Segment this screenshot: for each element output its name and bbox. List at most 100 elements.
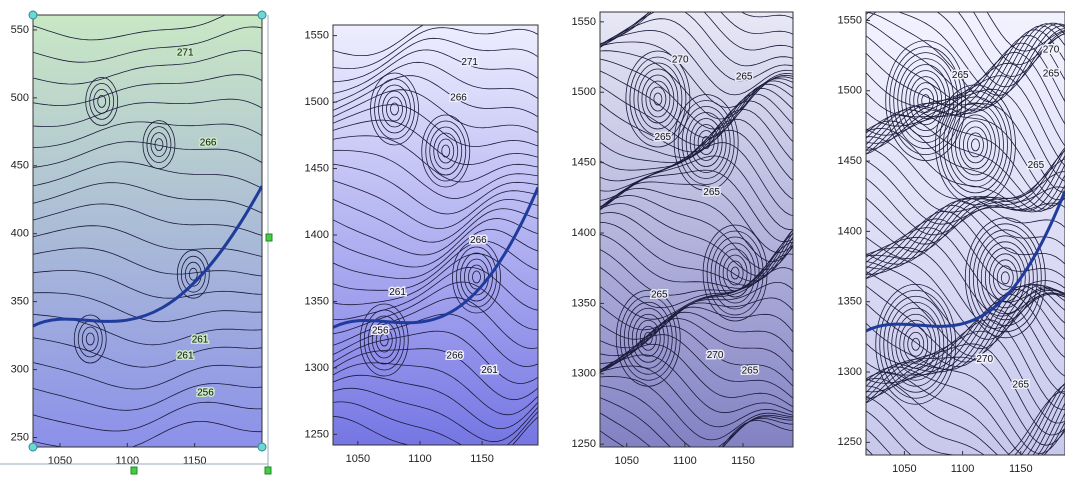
y-tick-label: 1350	[572, 297, 596, 309]
contour-line	[866, 171, 1065, 260]
y-tick-label: 1450	[572, 157, 596, 169]
contour-line	[33, 98, 262, 128]
y-tick-label: 1250	[572, 438, 596, 450]
contour-line	[866, 146, 1065, 213]
contour-ring	[967, 132, 984, 158]
contour-label: 256	[197, 387, 214, 398]
x-tick-label: 1100	[408, 453, 432, 465]
contour-line	[600, 142, 793, 217]
contour-ring	[421, 114, 471, 188]
handle[interactable]	[130, 466, 138, 475]
contour-line	[333, 37, 538, 83]
contour-line	[33, 383, 262, 411]
y-tick-label: 1550	[838, 14, 862, 26]
handle[interactable]	[257, 442, 267, 452]
contour-ring	[718, 248, 752, 298]
contour-line	[866, 102, 1065, 193]
y-tick-label: 500	[11, 92, 29, 104]
contour-line	[866, 391, 1065, 455]
contour-ring	[390, 102, 399, 116]
selection-handles	[0, 10, 273, 475]
y-tick-label: 1500	[572, 86, 596, 98]
contour-ring	[619, 295, 677, 381]
contour-label: 270	[1043, 45, 1060, 56]
contour-ring	[722, 254, 748, 292]
contour-line	[866, 51, 1065, 144]
contour-ring	[379, 333, 389, 347]
x-tick-label: 1150	[470, 453, 494, 465]
contour-line	[866, 246, 1065, 329]
contour-ring	[367, 315, 401, 365]
contour-ring	[653, 92, 663, 106]
contour-line	[866, 284, 1065, 363]
contour-ring	[885, 40, 967, 161]
contour-ring	[895, 313, 937, 375]
contour-ring	[429, 126, 463, 176]
contour-ring	[146, 126, 172, 164]
contour-label: 265	[1028, 160, 1045, 171]
contour-label: 261	[192, 334, 209, 345]
contour-label: 266	[470, 235, 487, 246]
contour-line	[936, 12, 1065, 88]
contour-ring	[142, 120, 176, 170]
contour-line	[600, 221, 793, 286]
contour-line	[866, 136, 1065, 212]
contour-ring	[901, 64, 951, 137]
contour-line	[866, 227, 1065, 303]
x-tick-label: 1100	[951, 463, 975, 475]
contour-line	[333, 25, 425, 56]
contour-ring	[382, 90, 407, 128]
contour-line	[600, 233, 793, 309]
contour-label: 265	[1043, 69, 1060, 80]
contour-line	[866, 371, 1065, 455]
contour-ring	[629, 56, 687, 142]
contour-line	[897, 12, 1065, 96]
contour-ring	[673, 94, 739, 191]
contour-ring	[955, 114, 996, 176]
contour-ring	[905, 70, 947, 131]
y-tick-label: 1550	[572, 16, 596, 28]
contour-label: 271	[177, 48, 194, 59]
contour-label: 266	[446, 351, 463, 362]
contour-label: 270	[672, 55, 689, 66]
contour-ring	[996, 265, 1014, 291]
handle[interactable]	[28, 10, 38, 20]
handle[interactable]	[264, 466, 272, 475]
contour-ring	[639, 325, 657, 351]
contour-line	[333, 348, 538, 401]
contour-line	[333, 61, 538, 104]
contour-line	[33, 401, 262, 432]
contour-label: 261	[389, 287, 406, 298]
contour-ring	[85, 77, 119, 126]
contour-label: 265	[703, 187, 720, 198]
contour-line	[333, 27, 538, 70]
contour-line	[600, 12, 793, 48]
handle[interactable]	[257, 10, 267, 20]
handle[interactable]	[265, 233, 273, 242]
contour-ring	[645, 80, 671, 118]
contour-ring	[437, 138, 455, 164]
contour-line	[333, 89, 538, 134]
contour-label: 265	[651, 290, 668, 301]
y-tick-label: 1500	[305, 96, 329, 108]
contour-ring	[693, 124, 719, 161]
contour-ring	[899, 319, 933, 369]
y-tick-label: 300	[11, 363, 29, 375]
y-tick-label: 550	[11, 24, 29, 36]
contour-ring	[976, 235, 1034, 321]
contour-line	[600, 325, 793, 387]
contour-ring	[714, 242, 756, 304]
contour-line	[600, 343, 793, 408]
contour-line	[333, 135, 538, 183]
contour-ring	[968, 223, 1042, 333]
contour-line	[866, 384, 1065, 455]
contour-line	[600, 412, 793, 447]
handle[interactable]	[28, 442, 38, 452]
contour-ring	[637, 68, 679, 130]
contour-ring	[93, 89, 111, 114]
y-tick-label: 1400	[305, 229, 329, 241]
contour-line	[600, 12, 793, 51]
contour-ring	[176, 249, 210, 299]
plot-background	[333, 25, 538, 445]
contour-ring	[359, 303, 409, 377]
